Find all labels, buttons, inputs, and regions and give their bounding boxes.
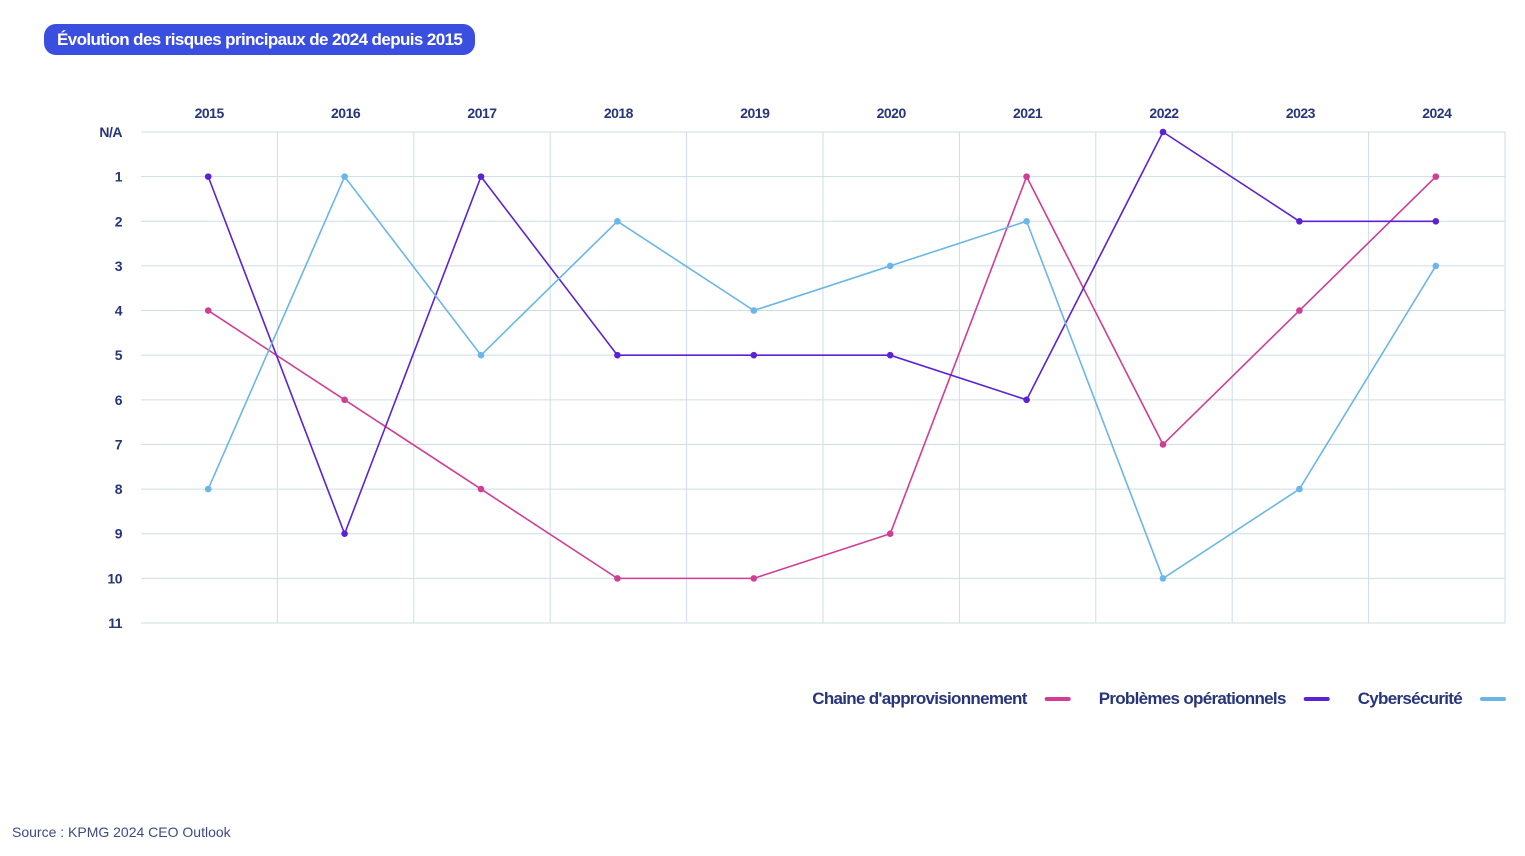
data-point[interactable] bbox=[886, 351, 894, 359]
legend-label[interactable]: Problèmes opérationnels bbox=[1099, 689, 1287, 708]
y-tick-label: 5 bbox=[115, 347, 123, 363]
data-point[interactable] bbox=[750, 307, 758, 314]
data-point[interactable] bbox=[1023, 173, 1030, 180]
y-tick-label: N/A bbox=[99, 124, 122, 140]
data-point[interactable] bbox=[750, 575, 758, 582]
data-point[interactable] bbox=[1296, 217, 1303, 225]
data-point[interactable] bbox=[614, 351, 621, 359]
series-line bbox=[207, 174, 1437, 580]
data-point[interactable] bbox=[204, 173, 212, 180]
series-line bbox=[207, 130, 1436, 536]
data-point[interactable] bbox=[614, 575, 621, 582]
source-note: Source : KPMG 2024 CEO Outlook bbox=[12, 824, 231, 840]
x-tick-label: 2017 bbox=[467, 105, 497, 121]
data-point[interactable] bbox=[1432, 217, 1440, 225]
data-point[interactable] bbox=[1159, 575, 1167, 582]
data-point[interactable] bbox=[341, 396, 348, 404]
series-line bbox=[207, 175, 1437, 580]
y-tick-label: 4 bbox=[115, 303, 123, 319]
y-tick-label: 7 bbox=[115, 436, 123, 452]
data-point[interactable] bbox=[1296, 485, 1303, 493]
data-point[interactable] bbox=[341, 173, 348, 180]
data-point[interactable] bbox=[614, 217, 621, 225]
data-point[interactable] bbox=[477, 173, 485, 180]
x-tick-label: 2015 bbox=[195, 105, 225, 121]
x-tick-label: 2020 bbox=[877, 105, 907, 121]
x-tick-label: 2019 bbox=[740, 105, 770, 121]
y-tick-label: 11 bbox=[108, 615, 123, 631]
data-point[interactable] bbox=[750, 351, 758, 359]
data-point[interactable] bbox=[1296, 307, 1303, 314]
data-point[interactable] bbox=[204, 307, 212, 314]
y-tick-label: 9 bbox=[115, 526, 123, 542]
y-tick-label: 3 bbox=[115, 258, 123, 274]
x-tick-label: 2016 bbox=[331, 105, 361, 121]
y-tick-label: 10 bbox=[107, 570, 122, 586]
x-tick-label: 2021 bbox=[1013, 105, 1043, 121]
data-point[interactable] bbox=[1023, 396, 1030, 404]
x-tick-label: 2024 bbox=[1422, 105, 1452, 121]
data-point[interactable] bbox=[204, 485, 212, 493]
x-tick-label: 2022 bbox=[1149, 105, 1179, 121]
y-tick-label: 2 bbox=[115, 213, 123, 229]
series-2 bbox=[204, 173, 1440, 582]
y-tick-label: 6 bbox=[115, 392, 123, 408]
series-1 bbox=[204, 128, 1440, 538]
data-point[interactable] bbox=[886, 262, 894, 270]
data-point[interactable] bbox=[1023, 217, 1030, 225]
x-tick-label: 2023 bbox=[1286, 105, 1316, 121]
x-tick-label: 2018 bbox=[604, 105, 634, 121]
data-point[interactable] bbox=[1432, 262, 1440, 270]
data-point[interactable] bbox=[341, 530, 348, 538]
y-tick-label: 1 bbox=[115, 169, 123, 185]
y-tick-label: 8 bbox=[115, 481, 123, 497]
chart-title: Évolution des risques principaux de 2024… bbox=[44, 24, 476, 55]
data-point[interactable] bbox=[1159, 128, 1167, 136]
series-0 bbox=[204, 173, 1440, 582]
legend-label[interactable]: Chaine d'approvisionnement bbox=[812, 689, 1028, 708]
data-point[interactable] bbox=[1159, 441, 1167, 448]
data-point[interactable] bbox=[1432, 173, 1440, 180]
legend-label[interactable]: Cybersécurité bbox=[1358, 689, 1463, 708]
data-point[interactable] bbox=[477, 485, 485, 493]
data-point[interactable] bbox=[886, 530, 894, 538]
data-point[interactable] bbox=[477, 351, 485, 359]
